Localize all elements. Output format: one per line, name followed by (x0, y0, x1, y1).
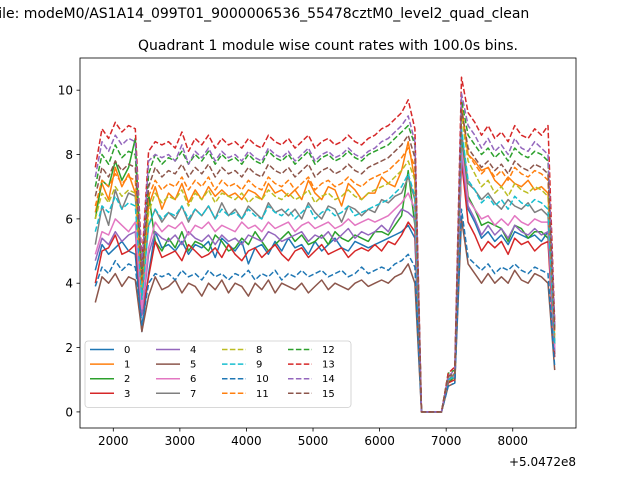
y-tick-label-10: 10 (58, 84, 73, 98)
series-line-15 (94, 108, 556, 413)
chart-title: Quadrant 1 module wise count rates with … (138, 38, 518, 54)
legend-box (84, 340, 352, 408)
series-line-11 (94, 105, 556, 413)
series-line-14 (94, 92, 556, 413)
y-tick-label-8: 8 (65, 148, 73, 162)
series-line-12 (94, 99, 556, 413)
legend-label-13: 13 (322, 360, 335, 371)
x-axis-offset-label: +5.0472e8 (509, 455, 576, 469)
legend-label-8: 8 (256, 345, 262, 356)
series-line-5 (94, 218, 556, 413)
legend-label-2: 2 (124, 374, 130, 385)
series-line-6 (94, 147, 556, 413)
series-line-9 (94, 128, 556, 413)
x-tick-label-2000: 2000 (98, 434, 129, 448)
series-line-4 (94, 153, 556, 413)
x-tick-label-3000: 3000 (165, 434, 196, 448)
legend-label-10: 10 (256, 374, 269, 385)
legend-label-12: 12 (322, 345, 335, 356)
y-tick-label-0: 0 (65, 405, 73, 419)
series-line-3 (94, 160, 556, 413)
legend-label-9: 9 (256, 360, 262, 371)
series-line-2 (94, 134, 556, 413)
axes-border (79, 57, 577, 429)
series-line-13 (94, 76, 556, 413)
y-axis: 0 2 4 6 8 10 (58, 84, 80, 419)
legend-label-15: 15 (322, 389, 335, 400)
series-layer (94, 76, 556, 413)
legend-label-4: 4 (190, 345, 196, 356)
legend-label-3: 3 (124, 389, 130, 400)
legend-label-11: 11 (256, 389, 269, 400)
y-tick-label-2: 2 (65, 341, 73, 355)
legend-label-1: 1 (124, 360, 130, 371)
series-line-1 (94, 105, 556, 413)
series-line-8 (94, 115, 556, 413)
legend-label-14: 14 (322, 374, 335, 385)
x-tick-label-5000: 5000 (298, 434, 329, 448)
series-line-10 (94, 208, 556, 413)
y-tick-label-4: 4 (65, 277, 73, 291)
x-tick-label-6000: 6000 (364, 434, 395, 448)
series-line-0 (94, 156, 556, 413)
legend-label-6: 6 (190, 374, 196, 385)
legend-label-7: 7 (190, 389, 196, 400)
x-tick-label-7000: 7000 (431, 434, 462, 448)
legend-label-5: 5 (190, 360, 196, 371)
legend-label-0: 0 (124, 345, 130, 356)
y-tick-label-6: 6 (65, 212, 73, 226)
x-tick-label-4000: 4000 (231, 434, 262, 448)
x-axis: 2000 3000 4000 5000 6000 7000 8000 (98, 428, 528, 448)
figure-suptitle: n file: modeM0/AS1A14_099T01_9000006536_… (0, 6, 529, 22)
x-tick-label-8000: 8000 (497, 434, 528, 448)
